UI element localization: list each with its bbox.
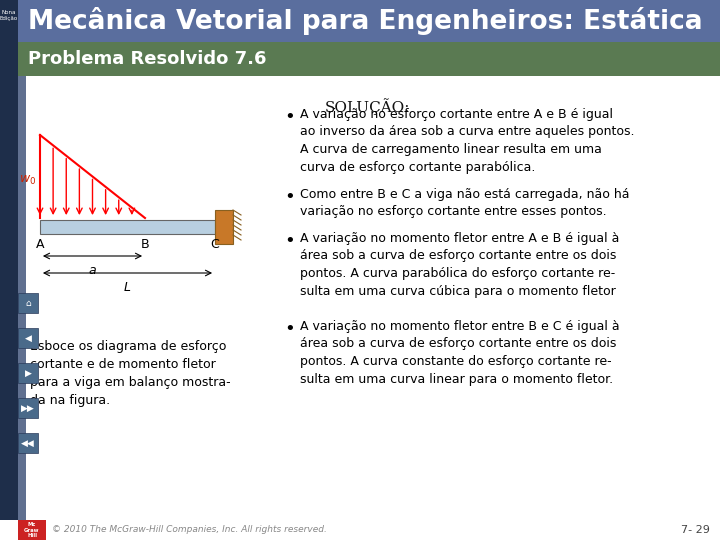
- Text: ◀: ◀: [24, 334, 32, 342]
- Text: a: a: [89, 264, 96, 277]
- Text: ▶▶: ▶▶: [21, 403, 35, 413]
- Text: ◀◀: ◀◀: [21, 438, 35, 448]
- Bar: [18, 328, 38, 348]
- Text: •: •: [284, 108, 295, 126]
- Bar: [18, 398, 38, 418]
- Text: •: •: [284, 232, 295, 250]
- Bar: [18, 42, 720, 76]
- Bar: [215, 210, 233, 244]
- Bar: [0, 520, 720, 540]
- Text: •: •: [284, 188, 295, 206]
- Text: © 2010 The McGraw-Hill Companies, Inc. All rights reserved.: © 2010 The McGraw-Hill Companies, Inc. A…: [52, 525, 327, 535]
- Bar: [40, 220, 215, 234]
- Bar: [18, 0, 720, 42]
- Text: SOLUÇÃO:: SOLUÇÃO:: [325, 98, 410, 115]
- Bar: [18, 293, 38, 313]
- Text: •: •: [284, 320, 295, 338]
- Text: B: B: [140, 238, 149, 251]
- Text: Problema Resolvido 7.6: Problema Resolvido 7.6: [28, 50, 266, 68]
- Text: ▶: ▶: [24, 368, 32, 377]
- Text: 7- 29: 7- 29: [681, 525, 710, 535]
- Text: A: A: [36, 238, 44, 251]
- Text: Mecânica Vetorial para Engenheiros: Estática: Mecânica Vetorial para Engenheiros: Está…: [27, 7, 702, 35]
- Text: A variação no momento fletor entre A e B é igual à
área sob a curva de esforço c: A variação no momento fletor entre A e B…: [300, 232, 619, 298]
- Text: Esboce os diagrama de esforço
cortante e de momento fletor
para a viga em balanç: Esboce os diagrama de esforço cortante e…: [30, 340, 230, 407]
- Text: L: L: [124, 281, 131, 294]
- Text: ⌂: ⌂: [25, 299, 31, 307]
- Text: Mc
Graw
Hill: Mc Graw Hill: [24, 522, 40, 538]
- Text: C: C: [211, 238, 220, 251]
- Text: A variação no esforço cortante entre A e B é igual
ao inverso da área sob a curv: A variação no esforço cortante entre A e…: [300, 108, 634, 173]
- Bar: [18, 433, 38, 453]
- Bar: [0, 0, 18, 540]
- Bar: [18, 76, 720, 520]
- Text: Como entre B e C a viga não está carregada, não há
variação no esforço cortante : Como entre B e C a viga não está carrega…: [300, 188, 629, 219]
- Text: Nona
Edição: Nona Edição: [0, 10, 18, 21]
- Text: $w_0$: $w_0$: [19, 173, 36, 186]
- Bar: [18, 363, 38, 383]
- Text: A variação no momento fletor entre B e C é igual à
área sob a curva de esforço c: A variação no momento fletor entre B e C…: [300, 320, 620, 386]
- Bar: [18, 76, 26, 520]
- Bar: [18, 520, 46, 540]
